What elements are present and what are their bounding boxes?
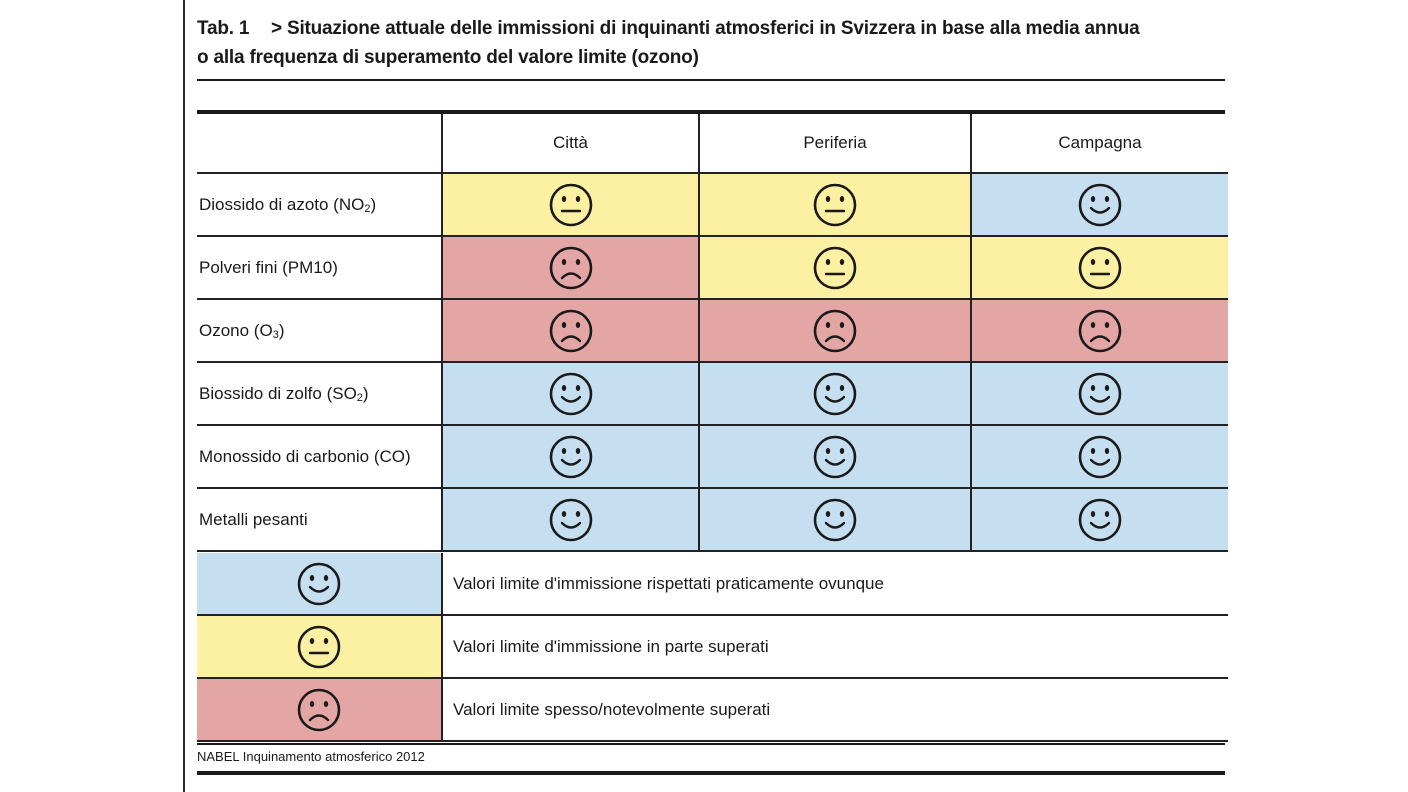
rating-cell	[441, 299, 699, 363]
smiley-happy-icon	[812, 434, 858, 480]
smiley-happy-icon	[1077, 497, 1123, 543]
column-header-campagna: Campagna	[970, 114, 1228, 174]
rating-cell	[698, 299, 971, 363]
rating-cell	[698, 362, 971, 426]
smiley-sad-icon	[812, 308, 858, 354]
table-bottom-rule	[197, 771, 1225, 775]
legend-swatch	[197, 678, 443, 742]
row-label-text: Monossido di carbonio (CO)	[199, 446, 411, 466]
legend-row: Valori limite spesso/notevolmente supera…	[197, 678, 1228, 742]
table-row: Polveri fini (PM10)	[197, 236, 1228, 300]
smiley-sad-icon	[1077, 308, 1123, 354]
rating-cell	[441, 173, 699, 237]
smiley-sad-icon	[548, 308, 594, 354]
row-label: Biossido di zolfo (SO2)	[197, 362, 442, 426]
column-header-citta: Città	[441, 114, 699, 174]
rating-cell	[698, 173, 971, 237]
smiley-happy-icon	[548, 497, 594, 543]
row-label: Polveri fini (PM10)	[197, 236, 442, 300]
row-label-subscript: 2	[356, 391, 363, 404]
rating-cell	[970, 173, 1228, 237]
row-label-subscript: 3	[272, 328, 279, 341]
row-label: Ozono (O3)	[197, 299, 442, 363]
row-label-text: Biossido di zolfo (SO	[199, 383, 357, 403]
rating-cell	[441, 362, 699, 426]
smiley-happy-icon	[1077, 371, 1123, 417]
rating-cell	[970, 362, 1228, 426]
row-label-suffix: )	[370, 194, 377, 214]
smiley-neutral-icon	[812, 245, 858, 291]
table-top-rule	[197, 110, 1225, 114]
smiley-sad-icon	[296, 687, 342, 733]
smiley-happy-icon	[548, 434, 594, 480]
smiley-neutral-icon	[296, 624, 342, 670]
legend-swatch	[197, 615, 443, 679]
legend-swatch	[197, 553, 443, 616]
smiley-happy-icon	[548, 371, 594, 417]
legend-text: Valori limite d'immissione in parte supe…	[442, 615, 1228, 679]
header-row: Città Periferia Campagna	[197, 114, 1228, 174]
table-row: Metalli pesanti	[197, 488, 1228, 552]
legend-bottom-rule	[197, 743, 1225, 745]
row-label: Diossido di azoto (NO2)	[197, 173, 442, 237]
row-label: Monossido di carbonio (CO)	[197, 425, 442, 489]
title-line-1: > Situazione attuale delle immissioni di…	[271, 18, 1140, 39]
legend-text: Valori limite spesso/notevolmente supera…	[442, 678, 1228, 742]
rating-cell	[441, 488, 699, 552]
table-row: Ozono (O3)	[197, 299, 1228, 363]
smiley-happy-icon	[296, 561, 342, 607]
row-label-suffix: )	[278, 320, 285, 340]
table-row: Biossido di zolfo (SO2)	[197, 362, 1228, 426]
row-label: Metalli pesanti	[197, 488, 442, 552]
table-row: Monossido di carbonio (CO)	[197, 425, 1228, 489]
row-label-text: Diossido di azoto (NO	[199, 194, 365, 214]
rating-cell	[698, 236, 971, 300]
smiley-happy-icon	[1077, 434, 1123, 480]
title-line-2: o alla frequenza di superamento del valo…	[197, 47, 699, 68]
rating-cell	[441, 425, 699, 489]
source-note: NABEL Inquinamento atmosferico 2012	[197, 749, 425, 764]
rating-cell	[970, 488, 1228, 552]
smiley-happy-icon	[812, 371, 858, 417]
row-label-text: Ozono (O	[199, 320, 273, 340]
table-title: Tab. 1 > Situazione attuale delle immissi…	[197, 14, 1227, 72]
table-number: Tab. 1	[197, 18, 250, 39]
smiley-happy-icon	[1077, 182, 1123, 228]
legend-row: Valori limite d'immissione in parte supe…	[197, 615, 1228, 679]
smiley-sad-icon	[548, 245, 594, 291]
rating-cell	[441, 236, 699, 300]
legend-table: Valori limite d'immissione rispettati pr…	[197, 553, 1228, 742]
smiley-happy-icon	[812, 497, 858, 543]
legend-row: Valori limite d'immissione rispettati pr…	[197, 553, 1228, 616]
page-margin-line	[183, 0, 185, 792]
header-empty-cell	[197, 114, 442, 174]
row-label-text: Metalli pesanti	[199, 509, 308, 529]
rating-cell	[970, 425, 1228, 489]
table-row: Diossido di azoto (NO2)	[197, 173, 1228, 237]
rating-cell	[970, 299, 1228, 363]
smiley-neutral-icon	[1077, 245, 1123, 291]
rating-cell	[698, 425, 971, 489]
row-label-text: Polveri fini (PM10)	[199, 257, 338, 277]
column-header-periferia: Periferia	[698, 114, 971, 174]
row-label-suffix: )	[362, 383, 369, 403]
legend-text: Valori limite d'immissione rispettati pr…	[442, 553, 1228, 616]
pollution-table: Città Periferia Campagna Diossido di azo…	[197, 114, 1228, 552]
title-rule	[197, 79, 1225, 81]
smiley-neutral-icon	[548, 182, 594, 228]
row-label-subscript: 2	[364, 202, 371, 215]
rating-cell	[970, 236, 1228, 300]
smiley-neutral-icon	[812, 182, 858, 228]
rating-cell	[698, 488, 971, 552]
